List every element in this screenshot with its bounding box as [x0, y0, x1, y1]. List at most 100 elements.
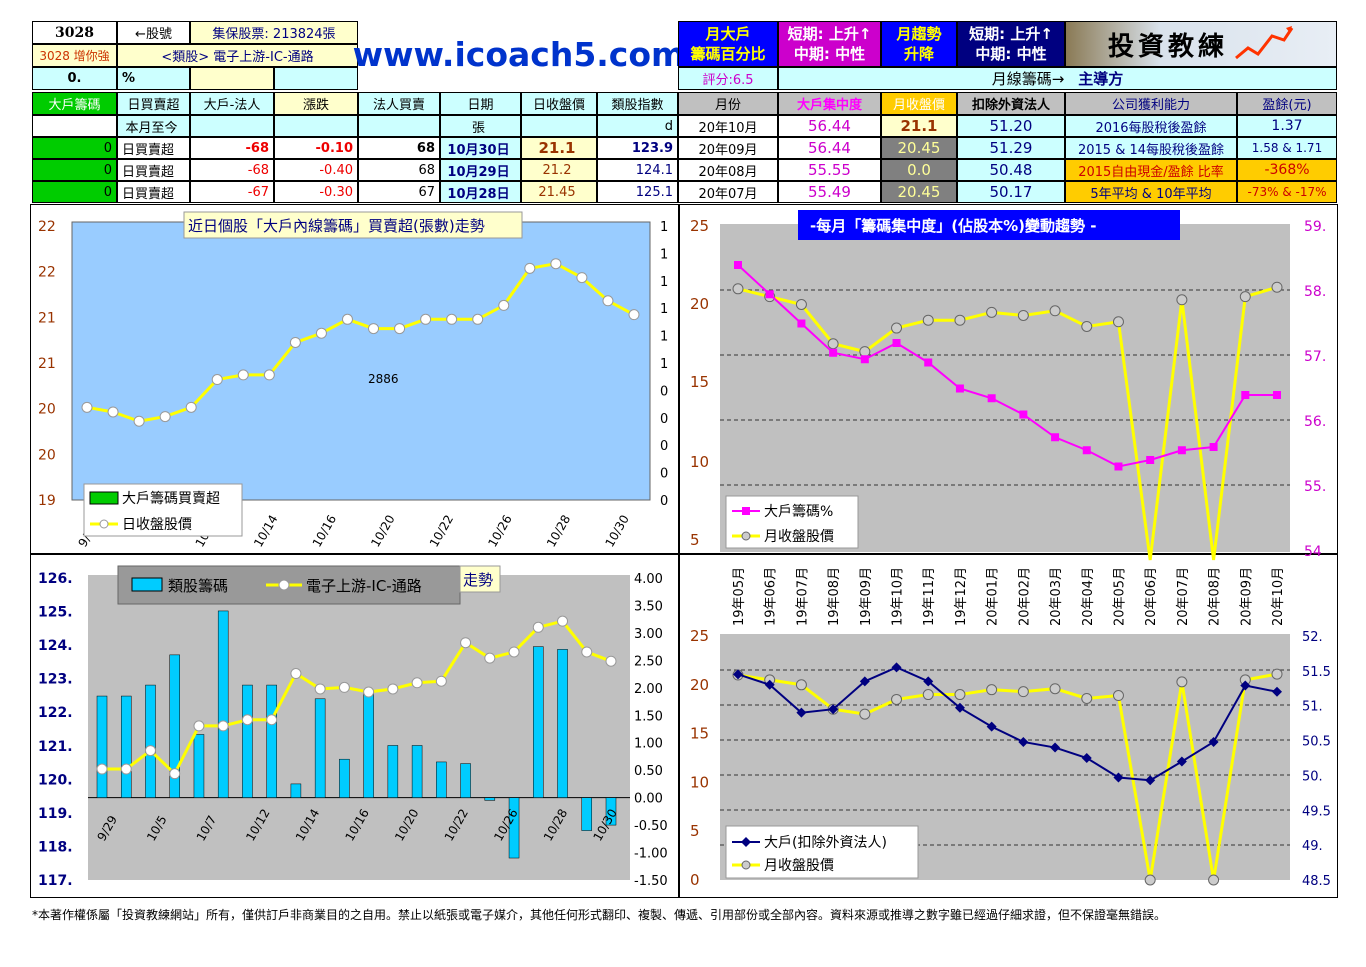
chart2-big-point	[924, 358, 933, 367]
chart2-yleft-tick: 25	[690, 217, 709, 235]
logo-box: 投資教練	[1065, 21, 1337, 67]
chart2-legend-marker-1	[741, 531, 751, 541]
left-cell-2-5: 10月28日	[440, 181, 521, 203]
chart3-index-point	[605, 655, 617, 667]
right-cell-2-5: -368%	[1237, 159, 1337, 181]
chart2-big-point	[1177, 446, 1186, 455]
chart2-price-point	[1176, 294, 1188, 306]
chart4-legend-label-1: 月收盤股價	[764, 857, 834, 874]
chart4-yright-tick: 51.	[1302, 700, 1323, 715]
left-cell-2-1: 日買賣超	[117, 181, 190, 203]
chart1-yright-tick: 1	[660, 357, 668, 372]
chart1-price-point	[628, 309, 640, 321]
chart4-big-point	[1113, 772, 1124, 783]
chart2-price-point	[827, 338, 839, 350]
left-cell-2-3: -0.30	[274, 181, 358, 203]
chart4-price-point	[1176, 676, 1188, 688]
mid-term-b: 中期: 中性	[975, 45, 1047, 63]
chart1-price-point	[315, 327, 327, 339]
chart2-price-point	[795, 299, 807, 310]
chart1-legend-label-0: 大戶籌碼買賣超	[122, 491, 220, 507]
chart1-yright-tick: 1	[660, 247, 668, 262]
left-cell-1-1: 日買賣超	[117, 159, 190, 181]
monthly-big-box: 月大戶 籌碼百分比	[678, 21, 778, 67]
chart3-bar	[460, 763, 471, 798]
chart3-yleft-tick: 121.	[38, 739, 73, 755]
sector-label: <類股> 電子上游-IC-通路	[117, 44, 358, 67]
chart3-bar	[581, 797, 593, 831]
left-subrow-5: 張	[440, 115, 521, 137]
chart4-yleft-tick: 15	[690, 725, 709, 743]
right-header-1: 大戶集中度	[778, 92, 881, 115]
chart3-index-point	[144, 745, 156, 757]
monthly-chip-box: 月線籌碼→ 主導方	[778, 67, 1337, 90]
chart2-big-point	[765, 290, 774, 299]
chart1-yright-tick: 1	[660, 330, 668, 345]
chart3-bar	[605, 797, 617, 826]
short-term-b: 短期: 上升↑	[969, 25, 1053, 43]
chart3-yleft-tick: 126.	[38, 571, 73, 587]
chart2-yleft-tick: 15	[690, 373, 709, 391]
left-cell-0-7: 123.9	[597, 137, 678, 159]
chart4-big-line	[737, 666, 1278, 782]
chart1-price-point	[498, 299, 510, 311]
right-cell-3-2: 20.45	[881, 181, 957, 203]
chart2-big-point	[1209, 443, 1218, 451]
chart3-index-point	[338, 681, 350, 693]
chart3-bar	[339, 758, 350, 798]
right-header-5: 盈餘(元)	[1237, 92, 1337, 115]
right-cell-1-5: 1.58 & 1.71	[1237, 137, 1337, 159]
chart3-index-point	[193, 720, 205, 732]
chart4-price-point	[1112, 690, 1124, 702]
chart4-xtick: 20年04月	[1081, 567, 1096, 626]
website-banner[interactable]: www.icoach5.com	[352, 34, 686, 74]
chart2-big-point	[1082, 446, 1091, 455]
right-cell-2-4: 2015自由現金/盈餘 比率	[1065, 159, 1237, 181]
chart4-xtick: 20年08月	[1208, 567, 1223, 626]
chart1-title-box	[183, 211, 523, 239]
chart2-price-point	[1017, 309, 1029, 321]
chart2-price-point	[922, 314, 934, 326]
chart3-index-point	[363, 686, 375, 698]
chart3-index-point	[532, 621, 544, 633]
left-cell-1-6: 21.2	[521, 159, 597, 181]
chart3-index-point	[241, 714, 253, 726]
chart4-yright-tick: 49.	[1302, 839, 1323, 854]
chart3-yright-tick: 2.50	[634, 654, 663, 669]
chart1-xtick: 10/28	[544, 513, 573, 550]
chart2-price-point	[1049, 305, 1061, 317]
chart4-price-point	[1271, 668, 1283, 680]
chart4-big-point	[1018, 736, 1029, 747]
chart2-big-point	[1051, 433, 1060, 442]
chart3-yleft-tick: 119.	[38, 806, 73, 822]
stock-code-hint: ←股號	[117, 21, 190, 44]
right-cell-2-2: 0.0	[881, 159, 957, 181]
left-cell-2-7: 125.1	[597, 181, 678, 203]
right-cell-2-3: 50.48	[957, 159, 1065, 181]
shares-label: 集保股票: 213824張	[190, 21, 358, 44]
chart2-big-point	[1273, 391, 1281, 399]
chart3-yright-tick: 3.00	[634, 627, 663, 642]
chart4-xtick: 19年08月	[827, 567, 842, 626]
left-cell-1-3: -0.40	[274, 159, 358, 181]
right-cell-1-4: 2015 & 14每股稅後盈餘	[1065, 137, 1237, 159]
chart2-yright-tick: 57.	[1304, 349, 1326, 365]
right-cell-1-2: 20.45	[881, 137, 957, 159]
chart4-xtick: 20年06月	[1144, 567, 1159, 626]
chart4-price-point	[891, 693, 903, 705]
chart4-big-point	[1081, 753, 1092, 763]
left-cell-1-5: 10月29日	[440, 159, 521, 181]
chart3-bar	[193, 734, 205, 798]
chart2-yleft-tick: 5	[690, 531, 700, 549]
chart1-price-point	[133, 415, 145, 427]
chart4-xtick: 20年03月	[1049, 567, 1064, 626]
left-header-0: 大戶籌碼	[32, 92, 117, 115]
stock-name: 3028 增你強	[32, 44, 117, 67]
score-label: 評分:6.5	[678, 67, 778, 90]
chart4-big-point	[764, 679, 775, 690]
chart4-big-point	[1240, 680, 1251, 691]
chart1-price-point	[263, 369, 275, 381]
chart4-price-point	[954, 689, 966, 701]
left-cell-0-3: -0.10	[274, 137, 358, 159]
